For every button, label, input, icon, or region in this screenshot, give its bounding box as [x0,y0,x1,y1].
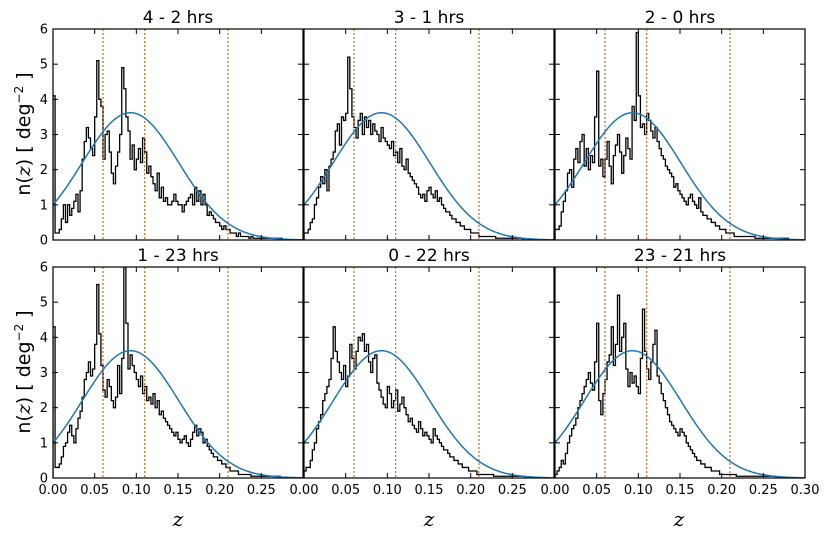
y-tick-label: 5 [40,296,48,311]
panel-frame-1 [52,28,304,241]
panel-frame-6 [554,266,806,479]
histogram-3 [555,31,805,240]
x-tick-label: 0.00 [541,483,570,498]
y-tick-label: 1 [40,198,48,213]
x-tick-label: 0.00 [39,483,68,498]
y-axis-label-top: n(z) [ deg−2 ] [12,72,35,195]
histogram-6 [555,294,805,478]
x-tick-label: 0.20 [205,483,234,498]
panel-title-1: 4 - 2 hrs [143,8,214,28]
panel-1: 0 1 2 3 4 5 6 4 - 2 hrs [40,8,304,249]
x-tick-label: 0.10 [373,483,402,498]
y-tick-label: 5 [40,58,48,73]
model-curve-5 [304,349,554,478]
model-curve-3 [555,111,805,240]
y-tick-label: 3 [40,366,48,381]
panel-frame-3 [554,28,806,241]
x-tick-label: 0.10 [624,483,653,498]
x-axis-label-3: z [673,507,685,531]
y-tick-label: 2 [40,401,48,416]
panel-3: 2 - 0 hrs [554,8,806,241]
panel-4: 0 1 2 3 4 5 6 0.00 0.05 0.10 0.15 0.20 0.25 1 - 23 hr… [39,246,304,498]
model-curve-1 [53,111,303,240]
x-tick-label: 0.15 [415,483,444,498]
panel-title-2: 3 - 1 hrs [394,8,465,28]
panel-6: 0.00 0.05 0.10 0.15 0.20 0.25 0.30 23 - 21 hrs [541,246,820,498]
model-curve-6 [555,349,805,478]
x-tick-label: 0.25 [247,483,276,498]
x-tick-label: 0.15 [164,483,193,498]
x-tick-label: 0.05 [80,483,109,498]
y-tick-label: 6 [40,261,48,276]
x-tick-label: 0.20 [707,483,736,498]
y-tick-label: 2 [40,163,48,178]
histogram-1 [53,60,303,240]
histogram-4 [53,267,303,478]
y-tick-label: 0 [40,472,48,487]
histogram-5 [304,326,554,478]
x-tick-label: 0.15 [666,483,695,498]
x-tick-label: 0.30 [791,483,820,498]
y-axis-label-bottom: n(z) [ deg−2 ] [12,310,35,433]
x-tick-label: 0.25 [498,483,527,498]
y-tick-label: 0 [40,234,48,249]
histogram-2 [304,56,554,240]
x-tick-label: 0.10 [122,483,151,498]
x-axis-label-1: z [172,507,184,531]
panel-title-4: 1 - 23 hrs [137,246,219,266]
x-tick-label: 0.05 [331,483,360,498]
panel-5: 0.00 0.05 0.10 0.15 0.20 0.25 0 - 22 hrs [290,246,555,498]
panel-2: 3 - 1 hrs [303,8,555,241]
panel-title-5: 0 - 22 hrs [388,246,470,266]
y-tick-label: 6 [40,23,48,38]
panel-title-6: 23 - 21 hrs [634,246,726,266]
x-axis-label-2: z [423,507,435,531]
x-tick-label: 0.00 [290,483,319,498]
panel-title-3: 2 - 0 hrs [645,8,716,28]
y-tick-label: 4 [40,331,48,346]
y-tick-label: 1 [40,436,48,451]
x-tick-label: 0.25 [749,483,778,498]
y-tick-label: 4 [40,93,48,108]
y-tick-label: 3 [40,128,48,143]
x-tick-label: 0.20 [456,483,485,498]
x-tick-label: 0.05 [582,483,611,498]
